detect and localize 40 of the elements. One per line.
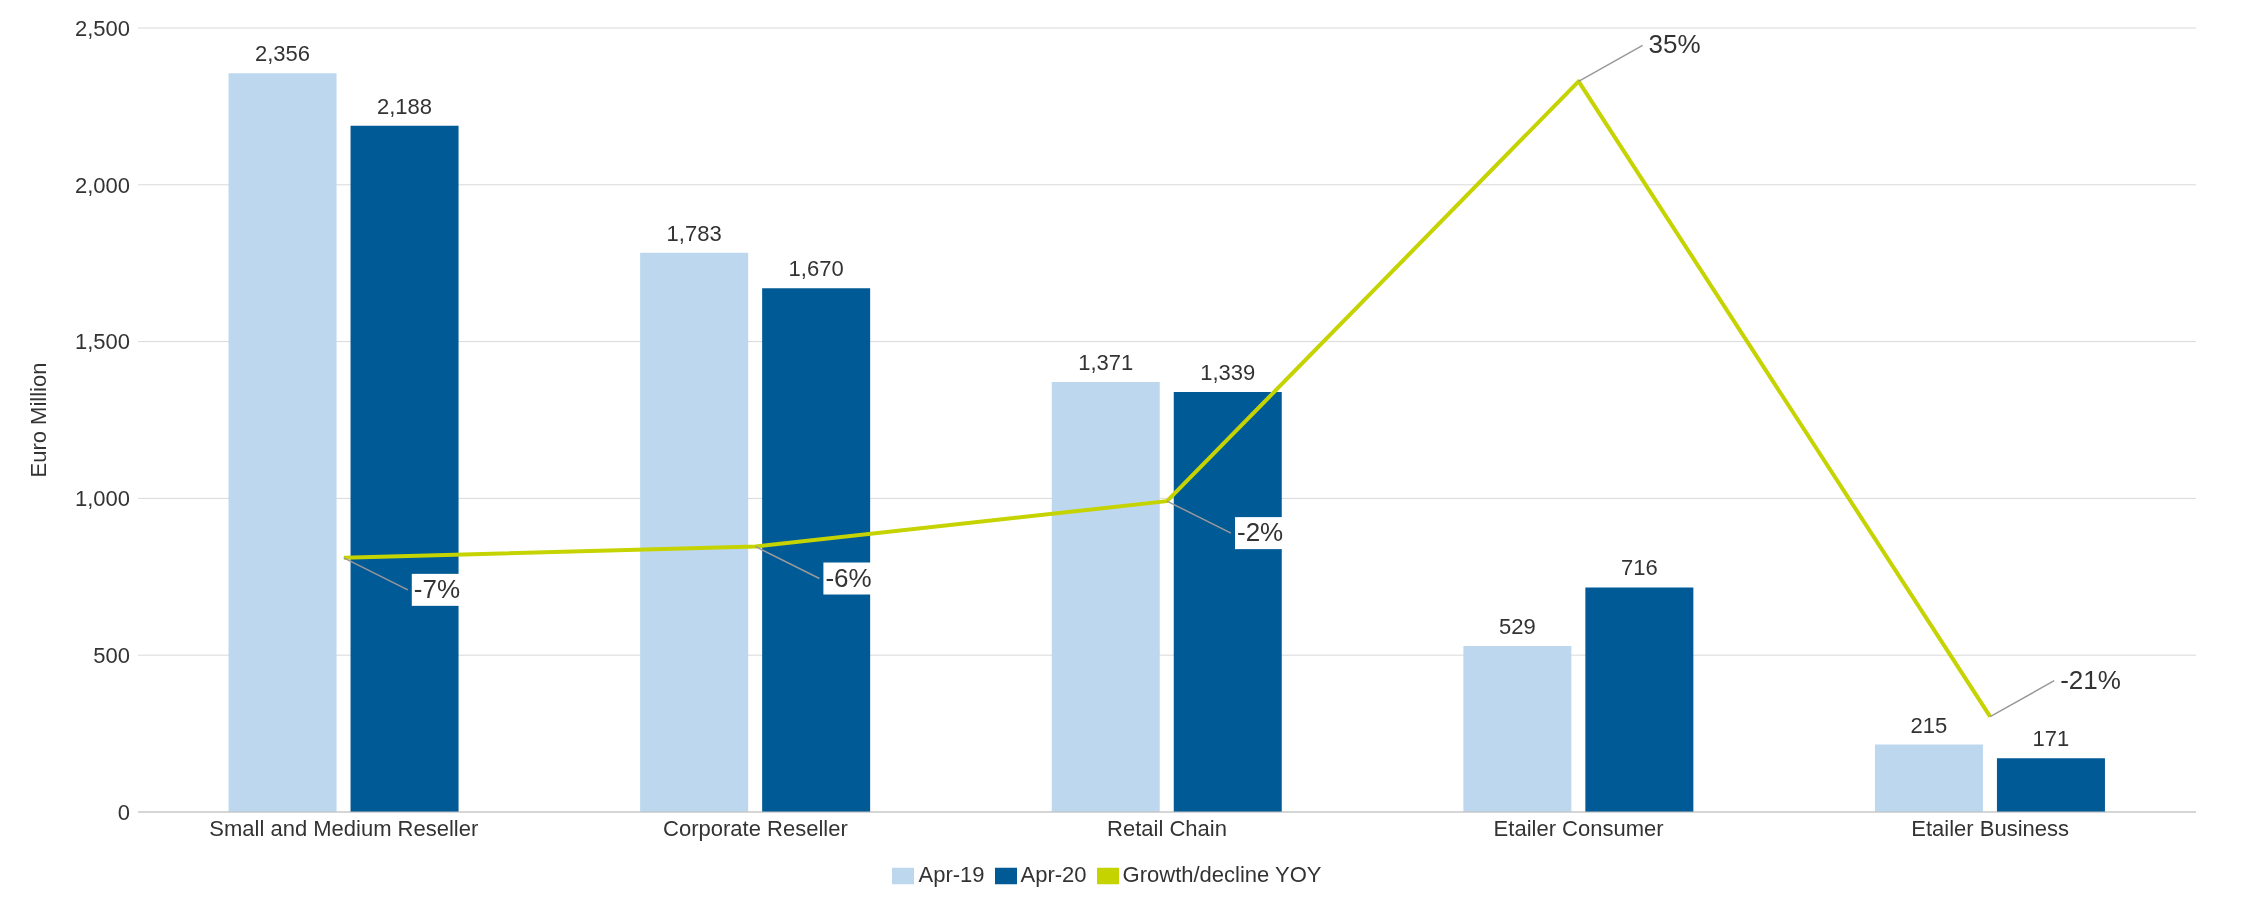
data-label: -21%: [2060, 664, 2121, 695]
y-tick-label: 0: [117, 799, 130, 825]
y-tick-label: 500: [93, 643, 130, 669]
bar: [1173, 392, 1282, 812]
y-tick-label: 2,500: [74, 15, 130, 41]
data-label: 1,783: [666, 220, 722, 246]
bar: [228, 73, 337, 812]
x-tick-label: Retail Chain: [1107, 815, 1227, 841]
x-tick-label: Etailer Consumer: [1493, 815, 1664, 841]
data-label: 171: [2032, 726, 2070, 752]
bar: [1585, 587, 1694, 812]
y-tick-label: 1,000: [74, 486, 130, 512]
data-label: -6%: [825, 562, 872, 593]
legend-label: Apr-19: [918, 862, 985, 887]
bar: [350, 125, 459, 812]
data-label: -7%: [413, 573, 461, 604]
data-label: 2,356: [255, 41, 311, 67]
y-axis-title: Euro Million: [25, 362, 51, 478]
bar: [1874, 744, 1983, 812]
bar: [762, 288, 871, 812]
data-label: 716: [1620, 555, 1658, 581]
data-label: -2%: [1237, 517, 1284, 548]
data-label: 529: [1498, 614, 1536, 640]
bar: [640, 252, 749, 812]
legend-label: Apr-20: [1020, 862, 1087, 887]
bar: [1051, 382, 1160, 812]
data-label: 1,371: [1078, 350, 1134, 376]
x-tick-label: Corporate Reseller: [663, 815, 848, 841]
bar: [1996, 758, 2105, 812]
data-label: 1,339: [1200, 360, 1256, 386]
bar: [1463, 646, 1572, 812]
data-label: 35%: [1648, 29, 1701, 60]
x-tick-label: Small and Medium Reseller: [209, 815, 479, 841]
y-tick-label: 2,000: [74, 172, 130, 198]
data-label: 215: [1910, 712, 1948, 738]
x-tick-label: Etailer Business: [1911, 815, 2070, 841]
legend-label: Growth/decline YOY: [1122, 862, 1322, 887]
data-label: 2,188: [377, 93, 433, 119]
data-label: 1,670: [788, 256, 844, 282]
y-tick-label: 1,500: [74, 329, 130, 355]
